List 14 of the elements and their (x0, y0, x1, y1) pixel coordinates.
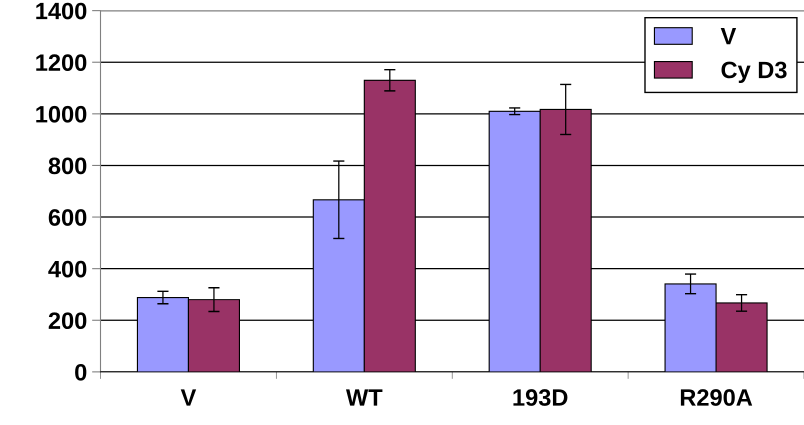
y-tick-label: 1200 (36, 54, 86, 72)
y-tick-label: 1000 (36, 106, 86, 123)
y-tick-label: 1400 (36, 2, 86, 20)
x-tick-label: R290A (680, 389, 752, 406)
y-tick-label: 200 (48, 312, 86, 330)
y-tick-label: 800 (48, 158, 86, 174)
legend-label: V (720, 28, 736, 44)
legend-label: Cy D3 (722, 62, 787, 83)
x-tick-label: 193D (513, 389, 568, 406)
x-tick-label: V (180, 389, 196, 406)
y-tick-label: 400 (48, 260, 86, 278)
x-tick-label: WT (346, 389, 382, 406)
y-tick-label: 0 (75, 364, 86, 381)
y-tick-label: 600 (48, 209, 86, 226)
